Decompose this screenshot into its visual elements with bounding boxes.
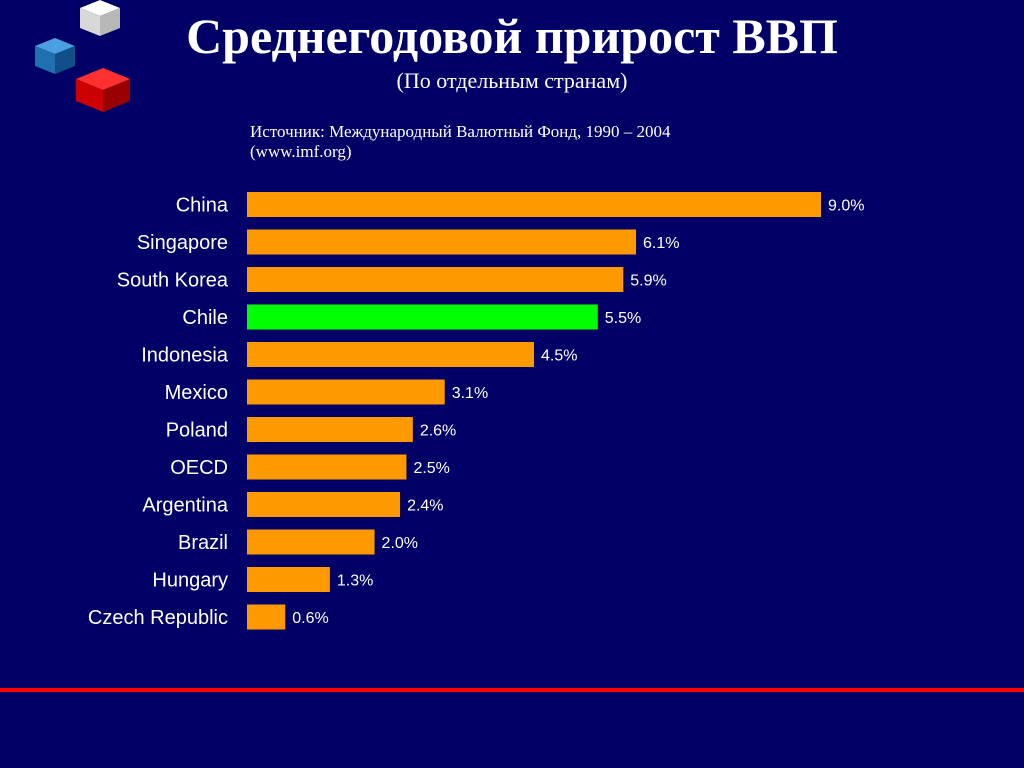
category-label: Mexico xyxy=(165,382,228,404)
value-label: 0.6% xyxy=(292,610,328,627)
bar xyxy=(247,454,407,480)
value-label: 4.5% xyxy=(541,348,577,365)
category-label: China xyxy=(176,195,229,217)
red-cube-icon xyxy=(76,68,130,112)
category-label: Singapore xyxy=(137,232,228,254)
category-label: OECD xyxy=(170,457,228,479)
bar xyxy=(247,342,534,367)
bar-chart: China 9.0% Singapore 6.1% South Korea 5.9% Chi… xyxy=(88,192,864,630)
value-label: 9.0% xyxy=(828,198,864,215)
bar xyxy=(247,379,445,405)
category-label: Argentina xyxy=(142,495,228,517)
bar xyxy=(247,417,413,442)
category-label: Czech Republic xyxy=(88,607,228,629)
bar xyxy=(247,192,821,217)
source-line-1: Источник: Международный Валютный Фонд, 1… xyxy=(250,122,671,141)
value-label: 5.9% xyxy=(630,273,666,290)
value-label: 5.5% xyxy=(605,310,641,327)
white-cube-icon xyxy=(80,0,120,36)
value-label: 2.0% xyxy=(382,535,418,552)
bar xyxy=(247,529,375,555)
category-label: Indonesia xyxy=(141,345,229,367)
value-label: 2.5% xyxy=(413,460,449,477)
bottom-rule xyxy=(0,688,1024,692)
value-label: 2.6% xyxy=(420,423,456,440)
bar xyxy=(247,304,598,330)
bar xyxy=(247,567,330,592)
value-label: 3.1% xyxy=(452,385,488,402)
value-label: 6.1% xyxy=(643,235,679,252)
value-label: 1.3% xyxy=(337,573,373,590)
bar xyxy=(247,267,624,292)
category-label: Poland xyxy=(166,420,228,442)
bar xyxy=(247,229,637,255)
category-label: South Korea xyxy=(117,270,229,292)
page-subtitle: (По отдельным странам) xyxy=(396,68,628,93)
source-line-2: (www.imf.org) xyxy=(250,142,352,161)
category-label: Brazil xyxy=(178,532,228,554)
value-label: 2.4% xyxy=(407,498,443,515)
bar xyxy=(247,604,286,630)
source-note: Источник: Международный Валютный Фонд, 1… xyxy=(250,122,850,162)
bar xyxy=(247,492,401,517)
cubes-logo xyxy=(35,0,130,112)
blue-cube-icon xyxy=(35,38,75,74)
category-label: Hungary xyxy=(152,570,228,592)
page-title: Среднегодовой прирост ВВП xyxy=(186,8,838,64)
category-label: Chile xyxy=(182,307,228,329)
